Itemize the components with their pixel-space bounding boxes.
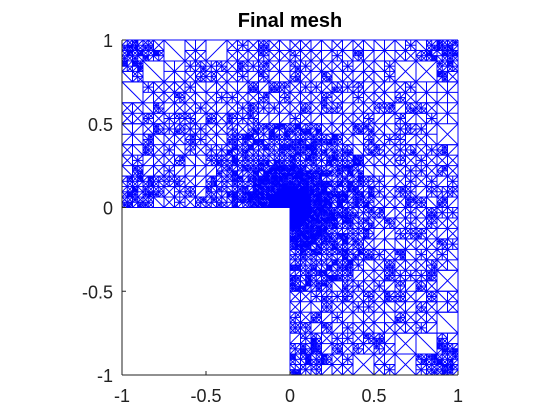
mesh-edge <box>222 197 227 202</box>
mesh-edge <box>227 187 232 192</box>
mesh-edge <box>180 181 185 186</box>
mesh-edge <box>143 134 148 139</box>
mesh-edge <box>122 166 133 176</box>
mesh-edge <box>190 150 195 155</box>
mesh-edge <box>143 176 148 181</box>
mesh-edge <box>154 197 165 207</box>
mesh-edge <box>185 145 190 150</box>
triangular-mesh <box>122 40 458 375</box>
mesh-edge <box>243 176 248 181</box>
mesh-edge <box>206 166 217 176</box>
mesh-edge <box>227 181 232 186</box>
mesh-edge <box>175 155 180 160</box>
mesh-edge <box>227 202 232 207</box>
mesh-edge <box>185 166 196 176</box>
mesh-edge <box>185 134 190 139</box>
mesh-edge <box>175 124 180 129</box>
mesh-edge <box>217 166 222 171</box>
mesh-edge <box>227 197 232 202</box>
mesh-edge <box>122 181 127 186</box>
mesh-edge <box>180 176 185 181</box>
mesh-edge <box>143 155 154 165</box>
mesh-edge <box>154 134 165 144</box>
mesh-edge <box>222 192 227 197</box>
mesh-edge <box>217 181 222 186</box>
mesh-edge <box>133 202 138 207</box>
mesh-edge <box>133 145 144 155</box>
mesh-edge <box>222 171 227 176</box>
mesh-edge <box>238 171 243 176</box>
mesh-edge <box>169 181 174 186</box>
mesh-edge <box>138 181 143 186</box>
figure-title: Final mesh <box>238 10 342 32</box>
mesh-edge <box>217 176 222 181</box>
mesh-edge <box>243 171 248 176</box>
mesh-edge <box>122 187 127 192</box>
mesh-edge <box>211 187 216 192</box>
mesh-edge <box>232 166 237 171</box>
mesh-edge <box>217 192 222 197</box>
mesh-edge <box>201 202 206 207</box>
mesh-edge <box>248 187 253 192</box>
mesh-edge <box>138 192 143 197</box>
mesh-edge <box>185 150 190 155</box>
mesh-edge <box>159 124 164 129</box>
mesh-edge <box>175 166 186 176</box>
mesh-edge <box>196 187 207 197</box>
mesh-edge <box>196 155 207 165</box>
mesh-edge <box>238 202 243 207</box>
mesh-edge <box>138 187 143 192</box>
mesh-edge <box>196 166 207 176</box>
mesh-edge <box>122 176 127 181</box>
mesh-edge <box>206 197 211 202</box>
mesh-edge <box>196 176 207 186</box>
mesh-edge <box>185 155 196 165</box>
mesh-edge <box>206 176 211 181</box>
mesh-edge <box>175 145 186 155</box>
mesh-edge <box>143 166 154 176</box>
mesh-edge <box>159 181 164 186</box>
mesh-edge <box>211 202 216 207</box>
